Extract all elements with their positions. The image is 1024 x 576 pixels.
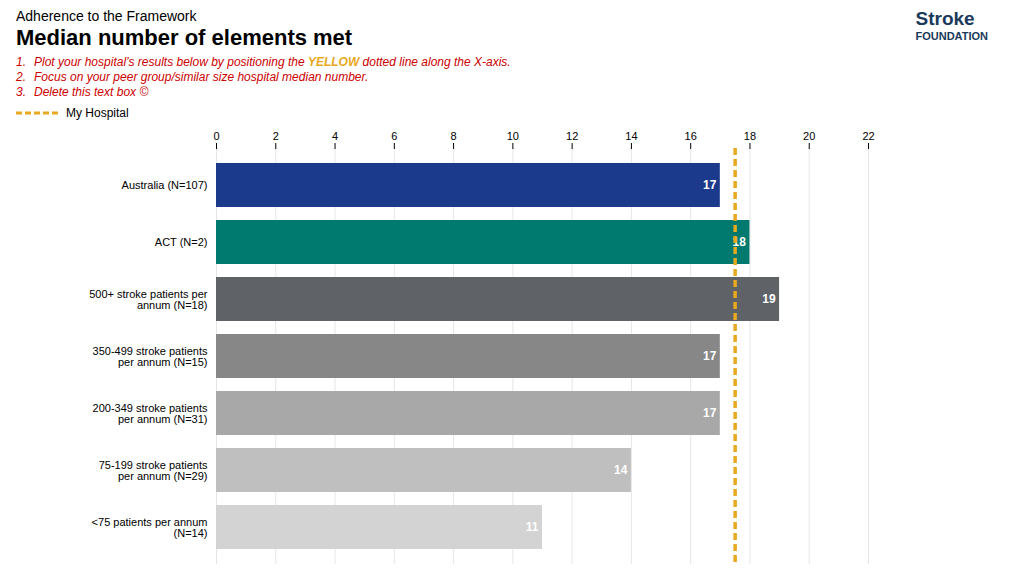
- html-text:Focus on your peer group/simil: Focus on your peer group/similar size ho…: [34, 70, 369, 84]
- html-text:FOUNDATION: FOUNDATION: [915, 30, 988, 42]
- svg-text:12: 12: [566, 130, 578, 142]
- html-text:2.: 2.: [16, 70, 26, 84]
- svg-text:20: 20: [803, 130, 815, 142]
- html-text:Median number of elements met: Median number of elements met: [16, 25, 353, 50]
- svg-text:ACT (N=2): ACT (N=2): [155, 236, 208, 248]
- svg-text:14: 14: [625, 130, 637, 142]
- html-text:Plot your hospital’s results b: Plot your hospital’s results below by po…: [34, 55, 511, 69]
- html-text:My Hospital: My Hospital: [66, 106, 129, 120]
- svg-text:17: 17: [703, 349, 717, 363]
- html-text:3.: 3.: [16, 85, 26, 99]
- svg-text:14: 14: [614, 463, 628, 477]
- svg-text:500+ stroke patients perannum: 500+ stroke patients perannum (N=18): [89, 288, 208, 311]
- svg-text:Australia (N=107): Australia (N=107): [122, 179, 208, 191]
- svg-text:200-349 stroke patientsper ann: 200-349 stroke patientsper annum (N=31): [93, 402, 208, 425]
- html-text:1.: 1.: [16, 55, 26, 69]
- html-text:Delete this text box ©: Delete this text box ©: [34, 85, 149, 99]
- svg-text:350-499 stroke patientsper ann: 350-499 stroke patientsper annum (N=15): [93, 345, 208, 368]
- html-text:Stroke: Stroke: [915, 8, 975, 29]
- svg-text:19: 19: [762, 292, 776, 306]
- svg-text:17: 17: [703, 178, 717, 192]
- svg-text:4: 4: [332, 130, 338, 142]
- svg-text:18: 18: [744, 130, 756, 142]
- svg-text:22: 22: [862, 130, 874, 142]
- svg-text:8: 8: [451, 130, 457, 142]
- svg-text:2: 2: [273, 130, 279, 142]
- svg-text:17: 17: [703, 406, 717, 420]
- html-text:Adherence to the Framework: Adherence to the Framework: [16, 8, 197, 24]
- svg-text:11: 11: [526, 520, 539, 534]
- svg-text:18: 18: [732, 235, 746, 250]
- svg-text:16: 16: [685, 130, 697, 142]
- svg-text:6: 6: [391, 130, 397, 142]
- svg-text:<75 patients per annum(N=14): <75 patients per annum(N=14): [92, 516, 208, 539]
- svg-text:10: 10: [507, 130, 519, 142]
- svg-text:0: 0: [213, 130, 219, 142]
- svg-text:75-199 stroke patientsper annu: 75-199 stroke patientsper annum (N=29): [99, 459, 208, 482]
